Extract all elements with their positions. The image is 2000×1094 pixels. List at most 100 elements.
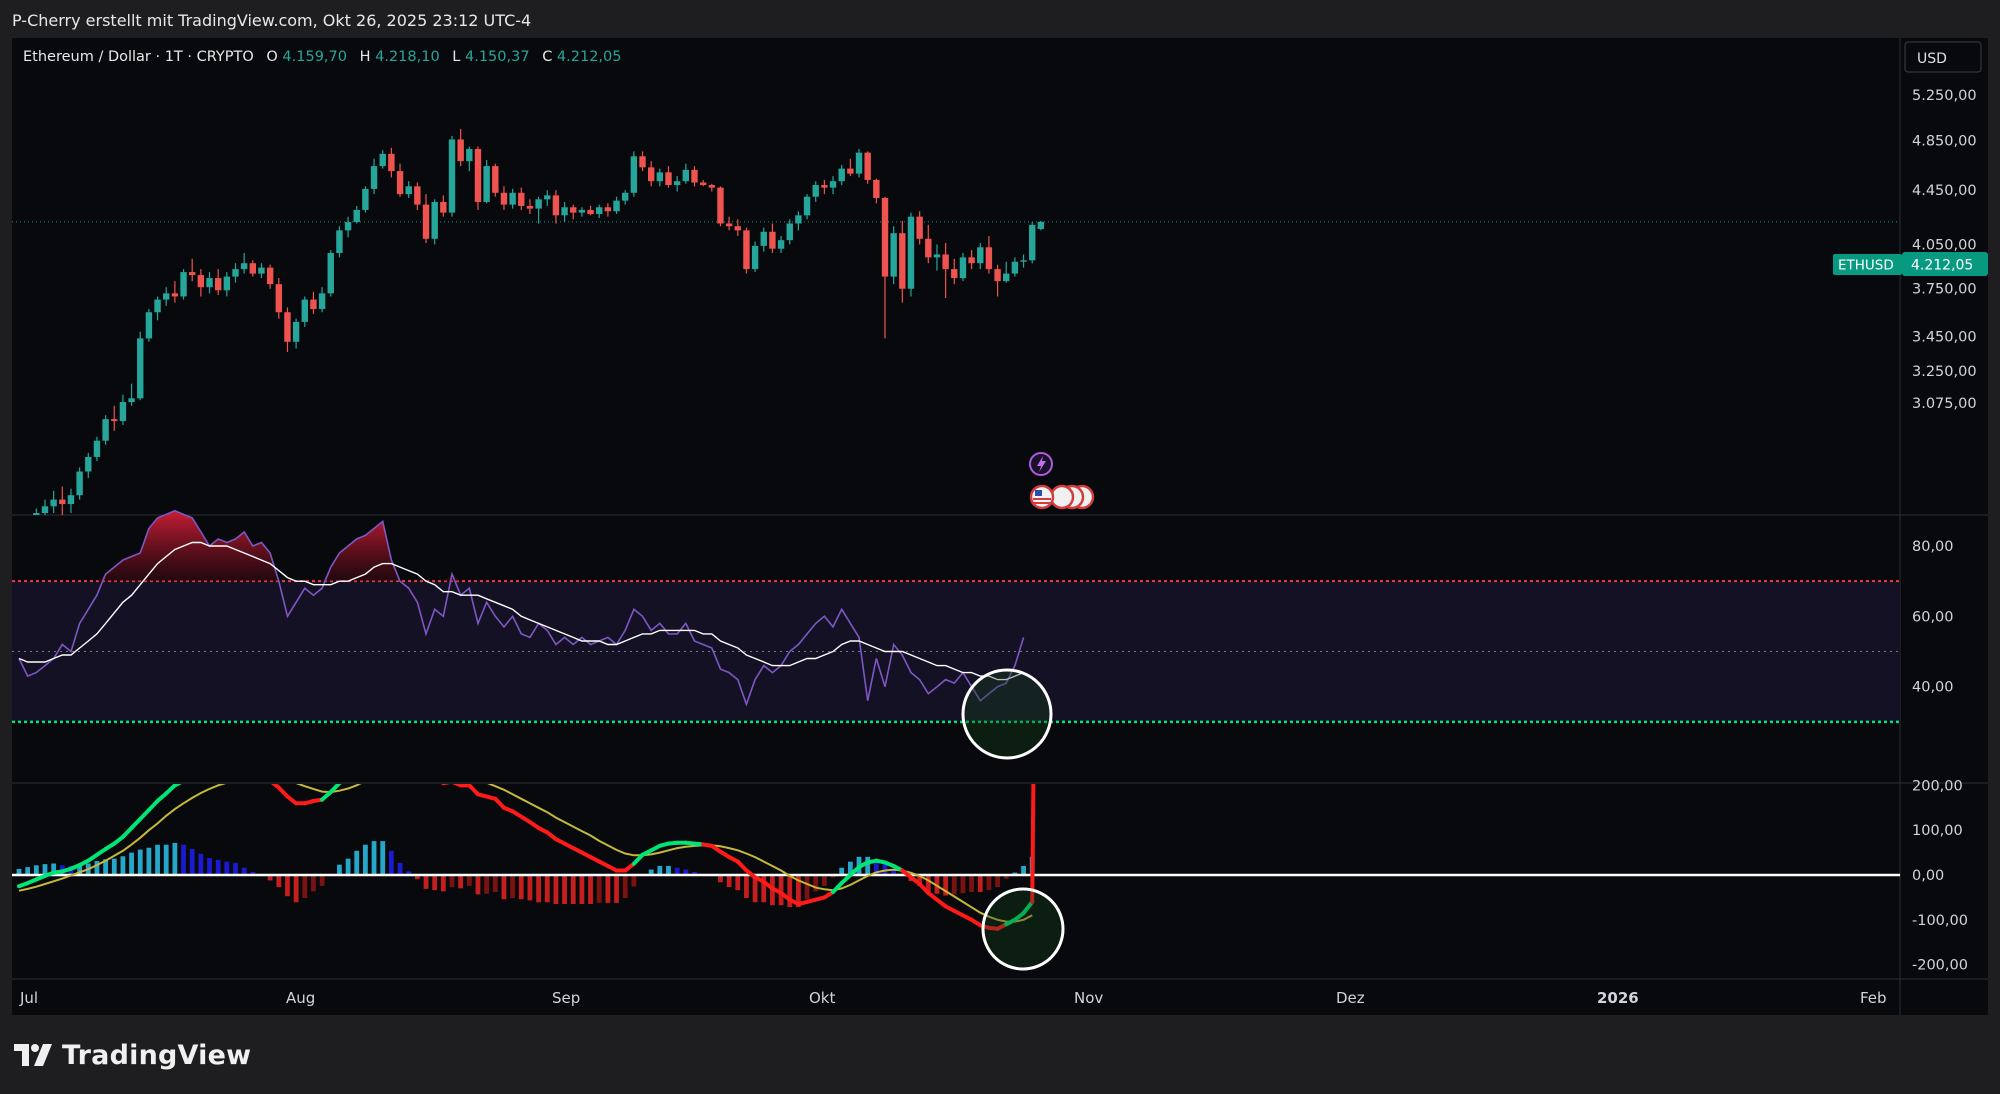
candle-body — [448, 139, 456, 213]
candle-body — [613, 200, 620, 212]
macd-line-segment — [261, 776, 270, 780]
time-axis-tick-label: Feb — [1860, 989, 1887, 1007]
macd-histogram-bar — [492, 875, 498, 892]
candle-body — [16, 539, 22, 546]
candle-body — [977, 247, 984, 264]
tradingview-logo[interactable]: TradingView — [14, 1038, 251, 1072]
candle-body — [240, 263, 248, 270]
tradingview-logo-text: TradingView — [62, 1039, 252, 1071]
price-axis-tick-label: 3.450,00 — [1912, 330, 1977, 346]
macd-histogram-bar — [388, 850, 394, 875]
macd-histogram-bar — [466, 875, 472, 886]
rsi-ma-line[interactable] — [18, 541, 1024, 681]
candle-body — [500, 192, 508, 205]
candle-body — [336, 230, 343, 254]
macd-line-segment — [1021, 899, 1035, 916]
macd-histogram-bar — [960, 875, 966, 894]
macd-histogram-bar — [588, 875, 593, 905]
macd-histogram-bar — [397, 862, 403, 875]
macd-line-segment — [374, 745, 383, 750]
macd-histogram-bar — [302, 875, 308, 898]
chart-frame[interactable]: 5.250,00 4.850,00 4.450,00 4.050,00 3.750,00… — [12, 38, 1988, 1015]
macd-histogram-bar — [631, 875, 637, 887]
macd-histogram-bar — [718, 875, 723, 883]
macd-histogram-bar — [518, 875, 524, 900]
currency-button[interactable]: USD — [1904, 41, 1982, 73]
macd-line-segment — [337, 784, 342, 786]
macd-histogram-bar — [293, 875, 299, 903]
price-axis-tick-label: 4.850,00 — [1912, 134, 1977, 150]
macd-histogram-bar — [726, 875, 732, 888]
candle-body — [76, 471, 83, 496]
macd-histogram-bar — [605, 875, 611, 903]
macd-histogram-bar — [562, 875, 567, 905]
candle-body — [422, 204, 430, 239]
legend-open-key: O — [266, 49, 277, 65]
candle-body — [760, 231, 767, 246]
candle-body — [388, 153, 395, 172]
macd-line-segment — [917, 881, 931, 895]
candle-body — [284, 312, 291, 342]
rsi-line[interactable] — [18, 509, 1025, 707]
macd-line-segment — [328, 784, 342, 795]
price-axis-tick-label: 3.750,00 — [1912, 282, 1977, 298]
macd-signal-line[interactable] — [18, 762, 1033, 923]
candle-body — [396, 171, 404, 195]
macd-axis-tick-label: -200,00 — [1912, 958, 1968, 974]
candle-body — [327, 253, 334, 294]
candle-body — [275, 284, 282, 313]
candle-body — [890, 233, 897, 277]
macd-line-segment — [735, 859, 749, 873]
legend-low-value: 4.150,37 — [465, 49, 530, 65]
macd-line-segment — [120, 825, 134, 839]
candle-body — [223, 276, 231, 291]
candle-body — [466, 149, 473, 162]
macd-histogram-bar — [137, 849, 143, 875]
macd-histogram-bar — [319, 875, 325, 886]
macd-highlight-circle[interactable] — [981, 887, 1065, 971]
macd-histogram-bar — [129, 852, 134, 875]
macd-line-segment — [383, 745, 392, 747]
macd-line-segment — [210, 774, 219, 776]
time-axis-tick-label: Dez — [1336, 989, 1365, 1007]
macd-line-segment — [391, 747, 400, 754]
currency-button-label[interactable]: USD — [1917, 51, 1947, 67]
macd-histogram-bar — [821, 875, 827, 886]
macd-histogram-bar — [787, 875, 793, 908]
tradingview-logo-icon — [14, 1044, 52, 1066]
candle-body — [786, 223, 793, 241]
legend-high-key: H — [360, 49, 371, 65]
macd-line-segment — [201, 776, 210, 777]
candle-body — [673, 181, 681, 186]
macd-histogram-bar — [536, 875, 541, 903]
macd-histogram-bar — [969, 875, 974, 892]
candle-body — [154, 299, 161, 313]
macd-histogram-bar — [692, 871, 697, 875]
candle-body — [769, 231, 776, 249]
candle-body — [751, 245, 759, 270]
price-axis-tick-label: 3.075,00 — [1912, 396, 1977, 412]
candle-body — [474, 149, 482, 202]
candle-body — [829, 181, 837, 188]
lightning-event-icon[interactable] — [1029, 452, 1053, 476]
candle-body — [440, 201, 447, 213]
rsi-highlight-circle[interactable] — [961, 668, 1053, 760]
candle-body — [85, 456, 92, 472]
us-flag-event-icon[interactable] — [1029, 484, 1095, 510]
price-axis-tick-label: 4.050,00 — [1912, 237, 1977, 253]
macd-line-segment — [227, 771, 236, 773]
macd-histogram-bar — [683, 869, 689, 875]
macd-histogram-bar — [544, 875, 550, 903]
candle-body — [959, 257, 967, 279]
chart-canvas[interactable]: 5.250,00 4.850,00 4.450,00 4.050,00 3.750,00… — [12, 38, 1988, 1015]
macd-histogram-bar — [839, 867, 845, 875]
macd-histogram-bar — [94, 861, 100, 875]
macd-line-segment — [426, 774, 435, 778]
candle-body — [873, 179, 880, 199]
candle-body — [33, 513, 40, 515]
candle-body — [301, 299, 308, 322]
macd-histogram-bar — [77, 865, 83, 875]
macd-histogram-bar — [579, 875, 585, 905]
candle-body — [137, 338, 144, 399]
candle-body — [942, 254, 949, 270]
